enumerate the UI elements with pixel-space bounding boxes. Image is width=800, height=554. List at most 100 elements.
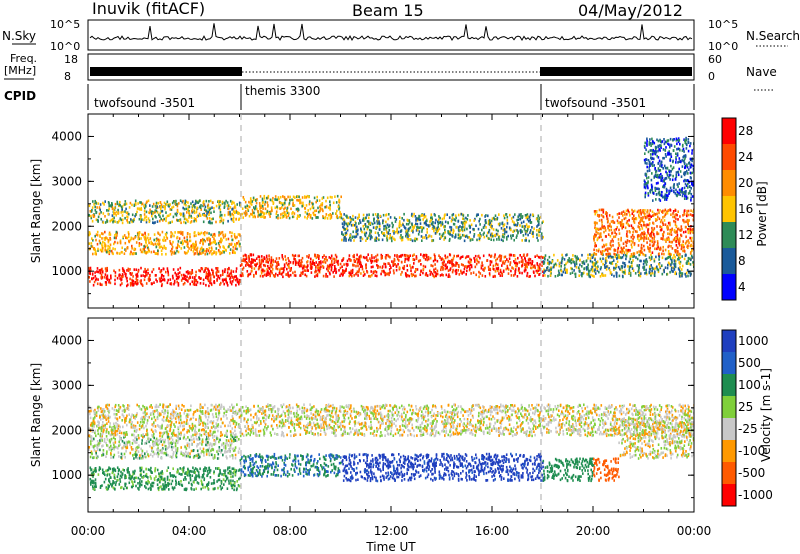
heatmap-cell bbox=[673, 189, 675, 193]
heatmap-cell bbox=[377, 217, 379, 221]
heatmap-cell bbox=[106, 237, 109, 240]
heatmap-cell bbox=[88, 276, 90, 279]
heatmap-cell bbox=[533, 227, 535, 230]
heatmap-cell bbox=[181, 239, 184, 243]
heatmap-cell bbox=[177, 240, 180, 243]
heatmap-cell bbox=[646, 139, 648, 143]
heatmap-cell bbox=[238, 244, 241, 248]
heatmap-cell bbox=[501, 272, 504, 276]
heatmap-cell bbox=[671, 178, 674, 182]
heatmap-cell bbox=[285, 216, 288, 219]
heatmap-cell bbox=[603, 226, 605, 230]
heatmap-cell bbox=[391, 260, 393, 263]
heatmap-cell bbox=[231, 200, 234, 204]
heatmap-cell bbox=[175, 246, 177, 250]
heatmap-cell bbox=[488, 272, 491, 275]
heatmap-cell bbox=[629, 255, 632, 258]
heatmap-cell bbox=[97, 249, 99, 252]
heatmap-cell bbox=[376, 263, 378, 267]
heatmap-cell bbox=[195, 210, 198, 214]
heatmap-cell bbox=[279, 201, 282, 205]
heatmap-cell bbox=[683, 161, 686, 165]
heatmap-cell bbox=[336, 214, 338, 218]
heatmap-cell bbox=[631, 226, 634, 230]
heatmap-cell bbox=[646, 214, 649, 218]
heatmap-cell bbox=[608, 267, 610, 270]
heatmap-cell bbox=[560, 265, 562, 268]
heatmap-cell bbox=[456, 262, 459, 265]
heatmap-cell bbox=[679, 237, 681, 240]
heatmap-cell bbox=[271, 199, 274, 203]
heatmap-cell bbox=[609, 254, 611, 258]
heatmap-cell bbox=[155, 209, 158, 213]
heatmap-cell bbox=[546, 262, 549, 265]
heatmap-cell bbox=[633, 243, 636, 247]
heatmap-cell bbox=[650, 274, 652, 277]
heatmap-cell bbox=[659, 149, 661, 152]
heatmap-cell bbox=[437, 218, 440, 221]
heatmap-cell bbox=[604, 274, 607, 277]
heatmap-cell bbox=[106, 266, 108, 270]
heatmap-cell bbox=[208, 200, 210, 203]
heatmap-cell bbox=[154, 242, 157, 246]
heatmap-cell bbox=[255, 257, 258, 260]
heatmap-cell bbox=[689, 213, 692, 216]
heatmap-cell bbox=[93, 280, 96, 284]
heatmap-cell bbox=[241, 268, 244, 271]
heatmap-cell bbox=[544, 274, 546, 277]
heatmap-cell bbox=[645, 268, 647, 272]
heatmap-cell bbox=[572, 260, 574, 263]
heatmap-cell bbox=[677, 210, 679, 213]
heatmap-cell bbox=[469, 230, 471, 234]
heatmap-cell bbox=[639, 228, 641, 231]
heatmap-cell bbox=[669, 252, 671, 256]
heatmap-cell bbox=[342, 218, 345, 221]
heatmap-cell bbox=[654, 152, 657, 156]
heatmap-cell bbox=[549, 270, 552, 274]
heatmap-cell bbox=[92, 283, 95, 287]
heatmap-cell bbox=[345, 231, 348, 235]
heatmap-cell bbox=[665, 198, 668, 201]
heatmap-cell bbox=[521, 230, 523, 233]
heatmap-cell bbox=[218, 244, 221, 247]
heatmap-cell bbox=[638, 250, 640, 253]
heatmap-cell bbox=[352, 214, 354, 218]
heatmap-cell bbox=[643, 232, 646, 235]
heatmap-cell bbox=[504, 228, 507, 231]
heatmap-cell bbox=[177, 243, 179, 246]
heatmap-cell bbox=[632, 259, 634, 262]
heatmap-cell bbox=[144, 203, 147, 207]
heatmap-cell bbox=[299, 198, 302, 202]
heatmap-cell bbox=[575, 258, 578, 262]
heatmap-cell bbox=[510, 269, 512, 273]
heatmap-cell bbox=[167, 204, 170, 208]
heatmap-cell bbox=[269, 210, 272, 214]
heatmap-cell bbox=[161, 209, 164, 213]
heatmap-cell bbox=[242, 254, 245, 258]
heatmap-cell bbox=[209, 277, 212, 281]
heatmap-cell bbox=[229, 280, 232, 284]
heatmap-cell bbox=[618, 274, 621, 278]
heatmap-cell bbox=[547, 274, 549, 278]
heatmap-cell bbox=[434, 227, 437, 231]
heatmap-cell bbox=[269, 272, 271, 276]
heatmap-cell bbox=[664, 213, 667, 217]
heatmap-cell bbox=[524, 214, 527, 217]
heatmap-cell bbox=[281, 212, 284, 215]
heatmap-cell bbox=[500, 255, 502, 258]
heatmap-cell bbox=[681, 246, 683, 249]
heatmap-cell bbox=[196, 201, 198, 204]
heatmap-cell bbox=[655, 255, 657, 259]
heatmap-cell bbox=[161, 253, 163, 256]
heatmap-cell bbox=[149, 278, 151, 281]
heatmap-cell bbox=[184, 252, 187, 255]
heatmap-cell bbox=[208, 213, 210, 216]
heatmap-cell bbox=[150, 240, 152, 244]
heatmap-cell bbox=[116, 200, 119, 204]
heatmap-cell bbox=[661, 210, 663, 213]
freq-bar-right bbox=[540, 67, 692, 76]
heatmap-cell bbox=[260, 204, 262, 208]
heatmap-cell bbox=[325, 275, 327, 278]
heatmap-cell bbox=[94, 234, 96, 238]
heatmap-cell bbox=[266, 258, 268, 261]
